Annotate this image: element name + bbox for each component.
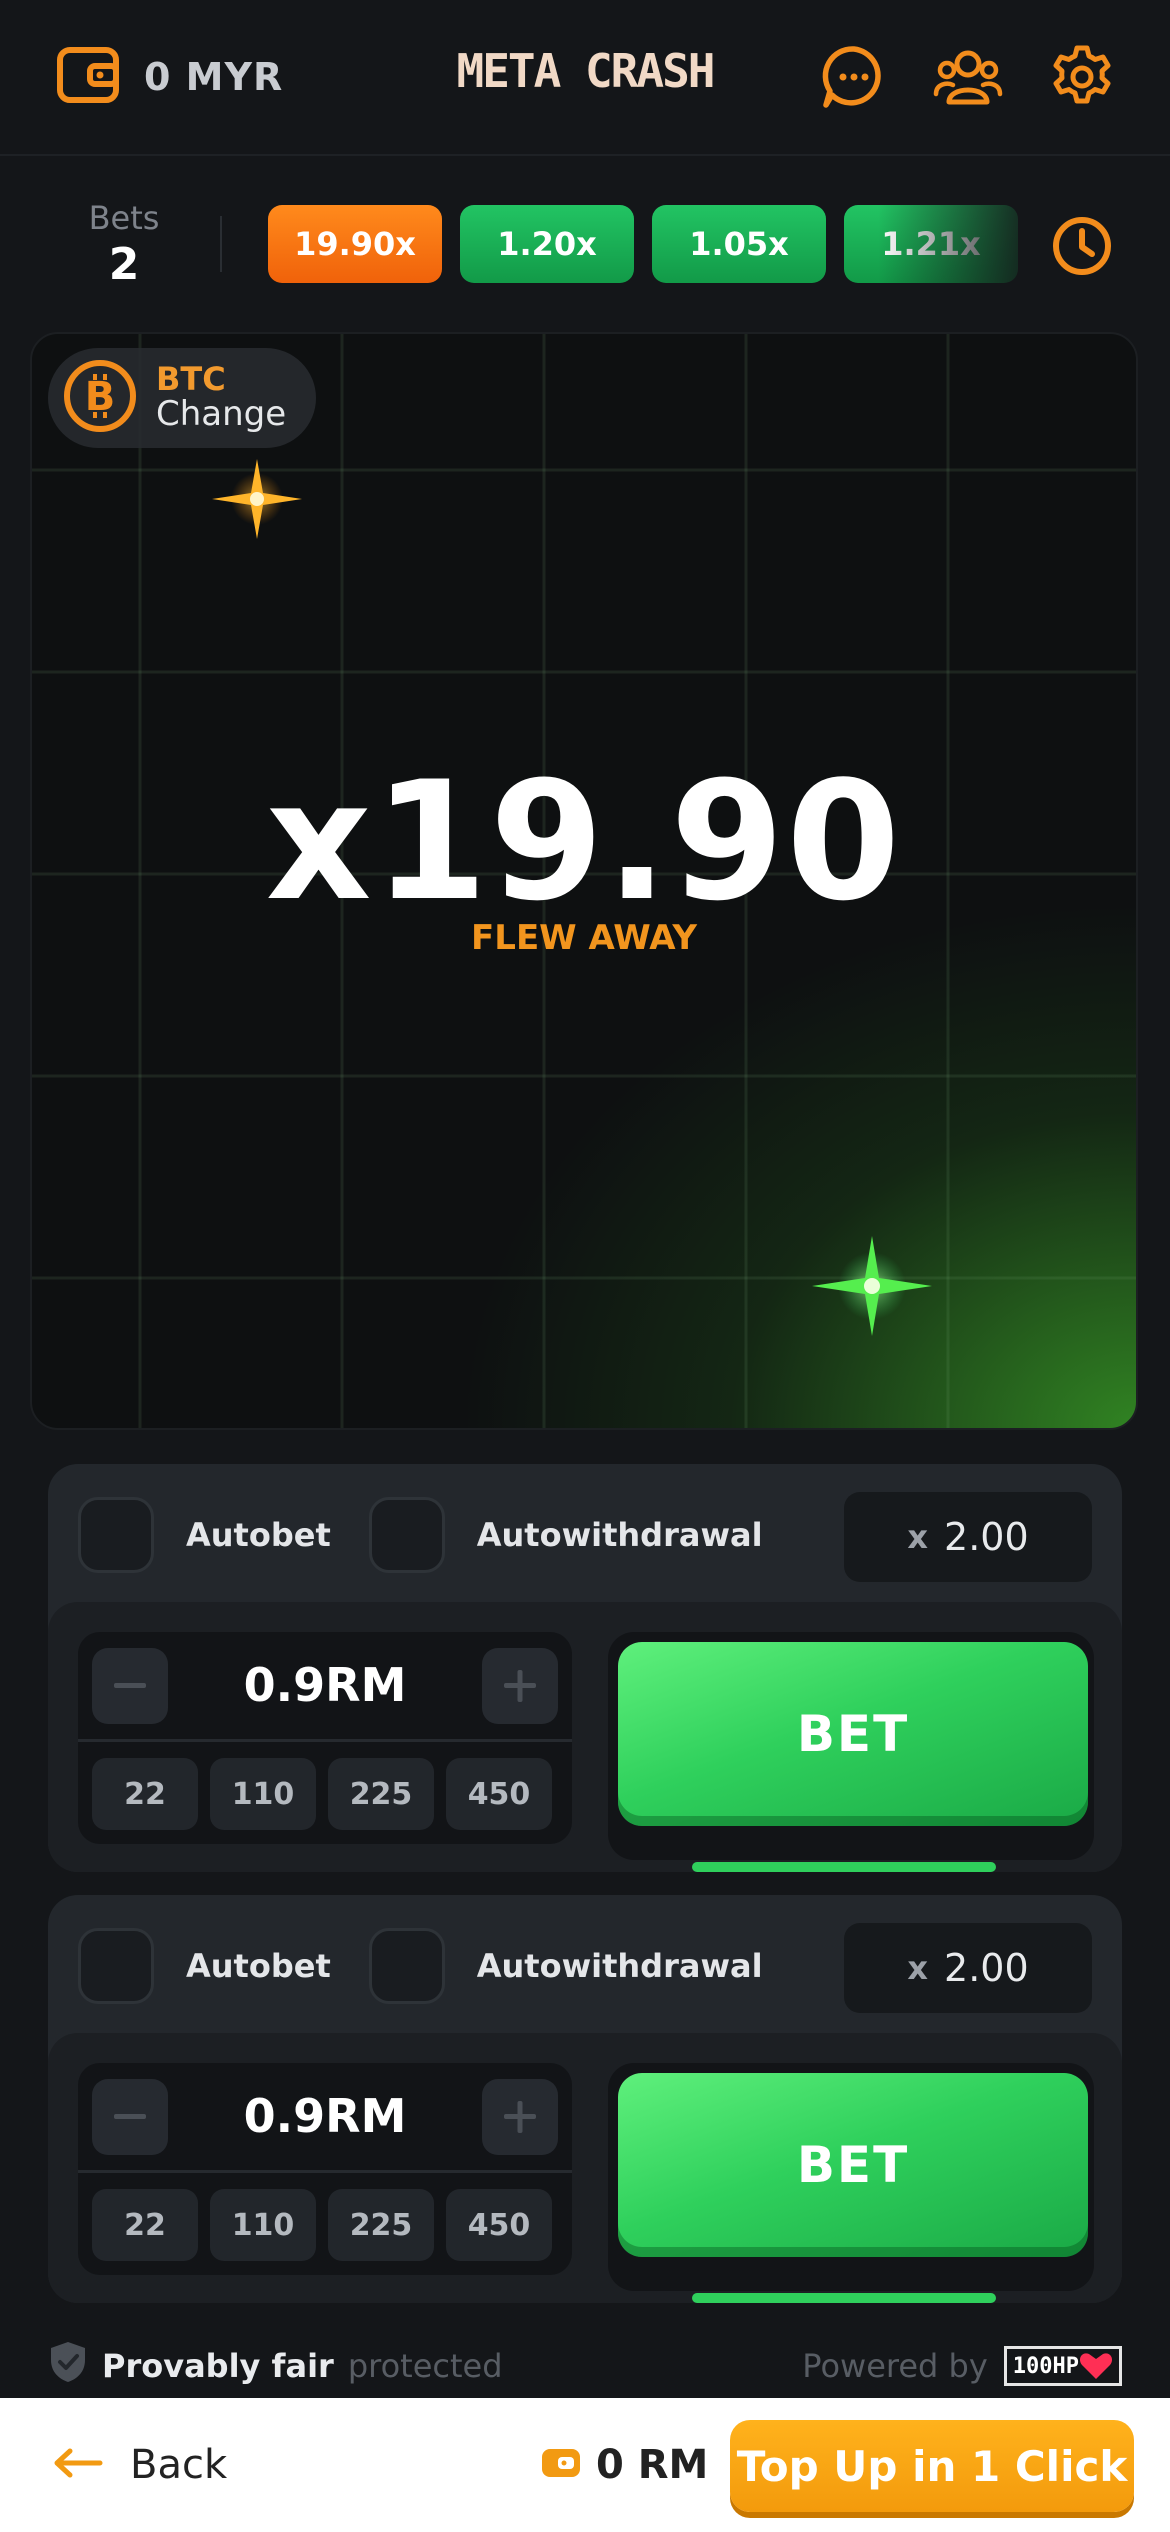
- powered-by: Powered by 100HP: [802, 2346, 1122, 2386]
- bets-counter: Bets 2: [84, 199, 164, 290]
- autobet-checkbox[interactable]: [78, 1928, 154, 2004]
- bet-panel-2: Autobet Autowithdrawal x 2.00 0.9RM: [48, 1895, 1122, 2303]
- wallet-balance: 0 RM: [540, 2430, 708, 2500]
- cashout-value: 2.00: [944, 1515, 1029, 1559]
- multiplier-history: 19.90x 1.20x 1.05x 1.21x: [268, 205, 1018, 283]
- settings-icon[interactable]: [1046, 41, 1118, 113]
- cashout-prefix: x: [907, 1518, 929, 1556]
- balance-display[interactable]: 0 MYR: [56, 44, 283, 110]
- plus-icon: [504, 1670, 536, 1702]
- history-chip[interactable]: 1.05x: [652, 205, 826, 283]
- increase-amount-button[interactable]: [482, 2079, 558, 2155]
- sparkle-orange-icon: [182, 434, 332, 568]
- round-status: FLEW AWAY: [471, 918, 697, 958]
- heart-icon: [1079, 2353, 1113, 2379]
- currency-change-label: Change: [156, 393, 287, 434]
- history-chip[interactable]: 19.90x: [268, 205, 442, 283]
- autowithdrawal-checkbox[interactable]: [368, 1497, 445, 1573]
- autobet-checkbox[interactable]: [78, 1497, 154, 1573]
- provably-fair-label: Provably fair: [102, 2347, 334, 2385]
- history-clock-icon[interactable]: [1046, 210, 1118, 282]
- currency-code: BTC: [156, 360, 226, 399]
- fairness-footer: Provably fair protected Powered by 100HP: [48, 2336, 1122, 2396]
- history-divider: [220, 216, 222, 272]
- grid-background: [32, 334, 1136, 1428]
- quick-amount-button[interactable]: 225: [328, 1758, 434, 1830]
- bet-amount-value[interactable]: 0.9RM: [243, 2089, 407, 2143]
- quick-amount-button[interactable]: 225: [328, 2189, 434, 2261]
- balance-text: 0 MYR: [144, 55, 284, 99]
- plus-icon: [504, 2101, 536, 2133]
- back-label: Back: [130, 2442, 228, 2488]
- provider-name: 100HP: [1012, 2353, 1079, 2379]
- bottom-bar: Back 0 RM Top Up in 1 Click: [0, 2398, 1170, 2532]
- bet-button[interactable]: BET: [618, 1642, 1088, 1826]
- quick-amount-button[interactable]: 110: [210, 1758, 316, 1830]
- chat-icon[interactable]: [818, 41, 890, 113]
- protected-label: protected: [347, 2347, 503, 2385]
- increase-amount-button[interactable]: [482, 1648, 558, 1724]
- autowithdrawal-checkbox[interactable]: [368, 1928, 445, 2004]
- bets-value: 2: [108, 238, 140, 290]
- provably-fair-link[interactable]: Provably fair protected: [48, 2340, 503, 2392]
- quick-amount-button[interactable]: 110: [210, 2189, 316, 2261]
- history-bar: Bets 2 19.90x 1.20x 1.05x 1.21x: [0, 156, 1170, 332]
- auto-cashout-input[interactable]: x 2.00: [844, 1923, 1092, 2013]
- autowithdrawal-label: Autowithdrawal: [476, 1947, 763, 1985]
- game-logo: META CRASH: [456, 44, 716, 98]
- powered-by-label: Powered by: [802, 2347, 988, 2385]
- bet-button-frame: BET: [608, 2063, 1094, 2291]
- history-chip[interactable]: 1.21x: [844, 205, 1018, 283]
- back-button[interactable]: Back: [52, 2430, 227, 2500]
- wallet-icon: [56, 44, 122, 110]
- top-header: 0 MYR META CRASH: [0, 0, 1170, 156]
- sparkle-green-icon: [782, 1214, 962, 1358]
- currency-switch[interactable]: B BTC Change: [48, 348, 316, 448]
- svg-text:B: B: [85, 374, 116, 420]
- bet-amount-box: 0.9RM 22 110 225 450: [78, 2063, 572, 2275]
- current-multiplier: x19.90: [265, 746, 903, 937]
- auto-cashout-input[interactable]: x 2.00: [844, 1492, 1092, 1582]
- minus-icon: [114, 2114, 146, 2119]
- provider-logo: 100HP: [1003, 2346, 1122, 2386]
- quick-amount-button[interactable]: 22: [92, 1758, 198, 1830]
- bet-panel-1: Autobet Autowithdrawal x 2.00 0.9RM: [48, 1464, 1122, 1872]
- quick-amount-button[interactable]: 22: [92, 2189, 198, 2261]
- top-up-button[interactable]: Top Up in 1 Click: [730, 2420, 1134, 2512]
- game-canvas: B BTC Change x19.90: [30, 332, 1138, 1430]
- quick-amount-button[interactable]: 450: [446, 1758, 552, 1830]
- minus-icon: [114, 1683, 146, 1688]
- bet-progress-bar: [692, 2293, 996, 2303]
- quick-amount-button[interactable]: 450: [446, 2189, 552, 2261]
- bet-progress-bar: [692, 1862, 996, 1872]
- history-chip[interactable]: 1.20x: [460, 205, 634, 283]
- bets-label: Bets: [88, 198, 160, 237]
- autowithdrawal-label: Autowithdrawal: [476, 1516, 763, 1554]
- bet-button-frame: BET: [608, 1632, 1094, 1860]
- autobet-label: Autobet: [186, 1947, 331, 1985]
- decrease-amount-button[interactable]: [92, 2079, 168, 2155]
- cashout-prefix: x: [907, 1949, 929, 1987]
- bet-amount-box: 0.9RM 22 110 225 450: [78, 1632, 572, 1844]
- cashout-value: 2.00: [944, 1946, 1029, 1990]
- arrow-left-icon: [52, 2447, 104, 2483]
- bet-amount-value[interactable]: 0.9RM: [243, 1658, 407, 1712]
- users-icon[interactable]: [932, 41, 1004, 113]
- shield-icon: [48, 2340, 88, 2392]
- bet-button[interactable]: BET: [618, 2073, 1088, 2257]
- wallet-balance-text: 0 RM: [596, 2442, 709, 2488]
- bitcoin-icon: B: [62, 358, 138, 438]
- wallet-small-icon: [540, 2445, 582, 2485]
- autobet-label: Autobet: [186, 1516, 331, 1554]
- decrease-amount-button[interactable]: [92, 1648, 168, 1724]
